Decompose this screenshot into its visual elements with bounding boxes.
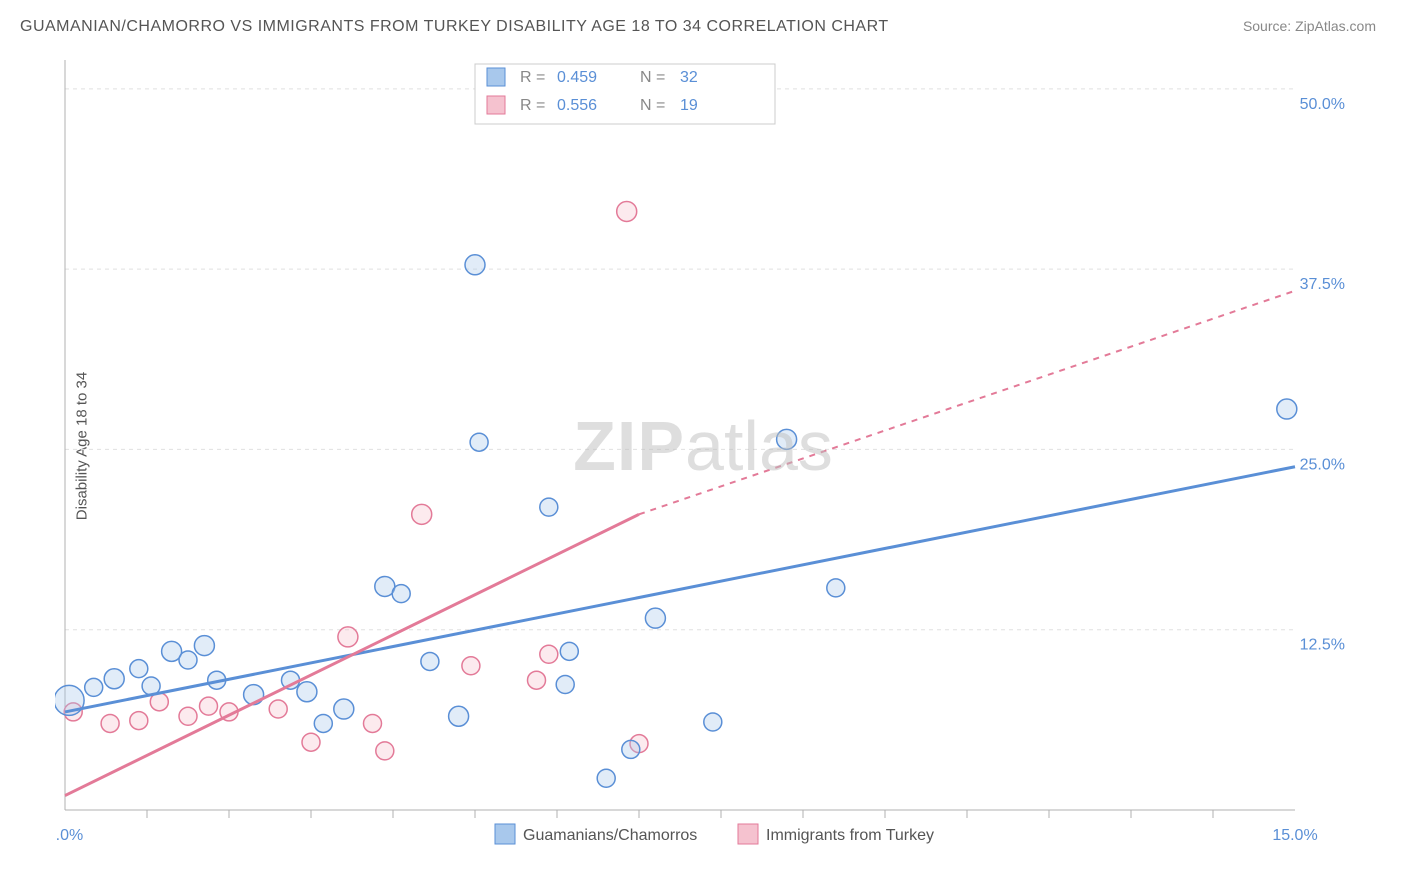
legend-swatch <box>487 68 505 86</box>
data-point <box>777 429 797 449</box>
legend-r-label: R = <box>520 97 545 114</box>
trend-line-a <box>65 467 1295 712</box>
data-point <box>1277 399 1297 419</box>
data-point <box>421 652 439 670</box>
data-point <box>194 636 214 656</box>
y-tick-label: 50.0% <box>1300 96 1345 113</box>
data-point <box>556 676 574 694</box>
bottom-legend-swatch <box>495 824 515 844</box>
y-tick-label: 12.5% <box>1300 637 1345 654</box>
data-point <box>645 608 665 628</box>
data-point <box>704 713 722 731</box>
legend-n-value: 32 <box>680 69 698 86</box>
data-point <box>179 707 197 725</box>
data-point <box>376 742 394 760</box>
data-point <box>449 706 469 726</box>
data-point <box>101 714 119 732</box>
data-point <box>130 712 148 730</box>
legend-n-value: 19 <box>680 97 698 114</box>
y-tick-label: 25.0% <box>1300 456 1345 473</box>
legend-swatch <box>487 96 505 114</box>
data-point <box>104 669 124 689</box>
data-point <box>462 657 480 675</box>
source-text: Source: ZipAtlas.com <box>1243 18 1376 34</box>
data-point <box>470 433 488 451</box>
data-point <box>560 642 578 660</box>
data-point <box>540 645 558 663</box>
bottom-legend-label: Immigrants from Turkey <box>766 827 934 844</box>
data-point <box>412 504 432 524</box>
y-tick-label: 37.5% <box>1300 276 1345 293</box>
x-tick-label: 15.0% <box>1272 827 1317 844</box>
data-point <box>392 585 410 603</box>
legend-r-value: 0.556 <box>557 97 597 114</box>
data-point <box>179 651 197 669</box>
legend-n-label: N = <box>640 69 665 86</box>
data-point <box>827 579 845 597</box>
data-point <box>269 700 287 718</box>
data-point <box>130 660 148 678</box>
data-point <box>85 678 103 696</box>
trend-line-b-dashed <box>639 291 1295 515</box>
data-point <box>297 682 317 702</box>
legend-n-label: N = <box>640 97 665 114</box>
data-point <box>597 769 615 787</box>
data-point <box>338 627 358 647</box>
data-point <box>528 671 546 689</box>
data-point <box>364 714 382 732</box>
data-point <box>617 201 637 221</box>
data-point <box>622 740 640 758</box>
data-point <box>200 697 218 715</box>
scatter-chart: 12.5%25.0%37.5%50.0%0.0%15.0%R =0.459N =… <box>55 50 1355 840</box>
legend-r-value: 0.459 <box>557 69 597 86</box>
data-point <box>334 699 354 719</box>
x-tick-label: 0.0% <box>55 827 83 844</box>
bottom-legend-swatch <box>738 824 758 844</box>
data-point <box>540 498 558 516</box>
chart-title: GUAMANIAN/CHAMORRO VS IMMIGRANTS FROM TU… <box>20 18 889 36</box>
data-point <box>314 714 332 732</box>
data-point <box>465 255 485 275</box>
legend-r-label: R = <box>520 69 545 86</box>
data-point <box>302 733 320 751</box>
bottom-legend-label: Guamanians/Chamorros <box>523 827 697 844</box>
